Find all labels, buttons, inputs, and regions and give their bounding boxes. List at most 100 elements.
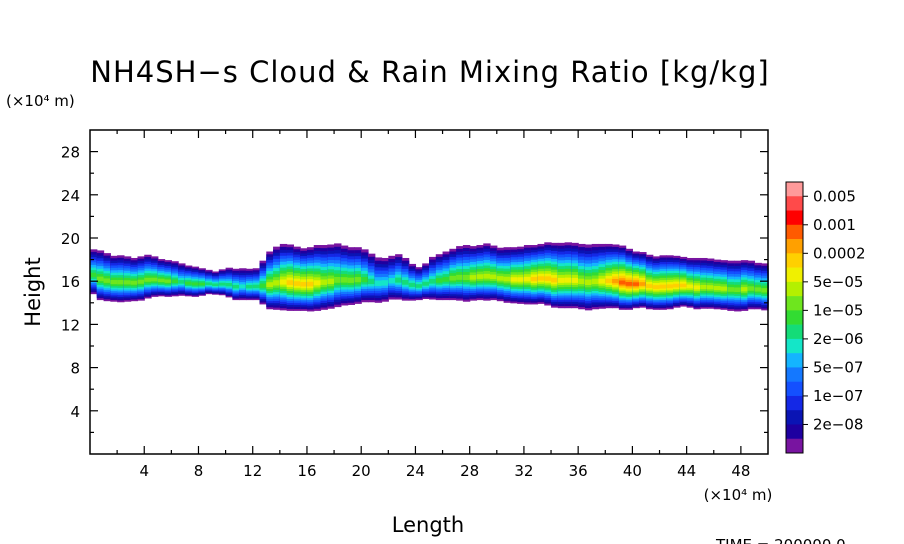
field-cell xyxy=(720,286,728,291)
field-cell xyxy=(639,282,647,286)
colorbar-swatch xyxy=(786,381,803,397)
colorbar-swatch xyxy=(786,196,803,211)
y-tick-label: 4 xyxy=(70,403,80,421)
field-cell xyxy=(544,276,552,281)
colorbar-label: 0.001 xyxy=(813,216,856,234)
field-cell xyxy=(90,272,98,278)
field-cell xyxy=(618,280,627,285)
x-tick-label: 48 xyxy=(731,462,750,480)
field-cell xyxy=(171,279,179,284)
colorbar-swatch xyxy=(786,267,803,283)
mixing-ratio-field xyxy=(90,242,769,312)
colorbar-swatch xyxy=(786,182,803,197)
field-cell xyxy=(374,280,383,287)
field-cell xyxy=(96,276,105,282)
colorbar-label: 5e−05 xyxy=(813,273,863,291)
field-cell xyxy=(490,274,498,280)
field-cell xyxy=(191,282,200,286)
colorbar-swatch xyxy=(786,239,803,254)
colorbar-swatch xyxy=(786,310,803,325)
field-cell xyxy=(605,278,613,284)
field-cell xyxy=(469,275,478,280)
colorbar-label: 1e−07 xyxy=(813,387,863,405)
x-tick-label: 28 xyxy=(460,462,479,480)
y-tick-label: 20 xyxy=(61,230,80,248)
field-cell xyxy=(632,282,640,286)
field-cell xyxy=(652,285,661,289)
colorbar-swatch xyxy=(786,296,803,311)
field-cell xyxy=(727,287,735,292)
colorbar-swatch xyxy=(786,395,803,411)
field-cell xyxy=(184,281,193,285)
field-cell xyxy=(388,278,396,284)
x-tick-label: 44 xyxy=(677,462,696,480)
field-cell xyxy=(218,282,227,286)
field-cell xyxy=(347,277,356,283)
colorbar-frame xyxy=(785,181,804,454)
x-tick-label: 32 xyxy=(514,462,533,480)
field-cell xyxy=(144,277,152,282)
field-cell xyxy=(435,278,444,283)
colorbar: 0.005 0.001 0.0002 5e−05 1e−05 2e−06 5e−07 1e−0… xyxy=(785,181,866,454)
field-cell xyxy=(625,281,633,286)
field-cell xyxy=(273,280,281,286)
colorbar-swatch xyxy=(786,424,803,440)
field-cell xyxy=(571,277,579,283)
field-cell xyxy=(340,277,349,283)
x-tick-label: 20 xyxy=(352,462,371,480)
field-cell xyxy=(415,284,423,288)
field-cell xyxy=(530,277,539,282)
field-cell xyxy=(123,280,132,285)
colorbar-swatch xyxy=(786,224,803,240)
field-cell xyxy=(198,282,206,286)
field-cell xyxy=(367,278,376,285)
field-cell xyxy=(442,276,450,282)
colorbar-label: 0.0002 xyxy=(813,244,866,262)
field-cell xyxy=(164,279,172,283)
colorbar-label: 0.005 xyxy=(813,187,856,205)
field-cell xyxy=(151,277,159,282)
field-cell xyxy=(354,277,362,283)
y-tick-label: 28 xyxy=(61,144,80,162)
field-cell xyxy=(673,283,681,288)
field-cell xyxy=(578,278,586,285)
field-cell xyxy=(456,274,464,280)
field-cell xyxy=(239,284,247,289)
field-cell xyxy=(686,284,695,289)
y-unit-label: (×10⁴ m) xyxy=(6,92,75,110)
field-cell xyxy=(232,284,240,289)
field-cell xyxy=(334,276,342,283)
field-cell xyxy=(551,277,559,283)
colorbar-label: 2e−06 xyxy=(813,330,863,348)
field-cell xyxy=(679,283,688,288)
x-axis-label: Length xyxy=(392,513,464,537)
field-cell xyxy=(259,283,267,288)
field-cell xyxy=(476,274,484,279)
colorbar-swatch xyxy=(786,367,803,382)
y-tick-label: 12 xyxy=(61,316,80,334)
field-cell xyxy=(754,287,762,292)
x-tick-label: 8 xyxy=(194,462,204,480)
colorbar-swatch xyxy=(786,210,803,226)
colorbar-swatch xyxy=(786,281,803,297)
x-tick-label: 16 xyxy=(297,462,316,480)
field-cell xyxy=(645,284,654,289)
field-cell xyxy=(761,288,769,293)
x-unit-label: (×10⁴ m) xyxy=(704,486,773,504)
field-cell xyxy=(401,279,410,285)
field-cell xyxy=(327,278,335,284)
field-cell xyxy=(612,278,620,284)
field-cell xyxy=(300,281,308,287)
field-cell xyxy=(212,283,220,287)
field-cell xyxy=(713,286,722,291)
field-cell xyxy=(286,280,294,285)
field-cell xyxy=(361,276,369,283)
colorbar-label: 5e−07 xyxy=(813,358,863,376)
field-cell xyxy=(279,279,288,285)
field-cell xyxy=(747,286,756,291)
colorbar-swatch xyxy=(786,353,803,368)
field-cell xyxy=(462,274,471,281)
colorbar-label: 1e−05 xyxy=(813,301,863,319)
colorbar-label: 2e−08 xyxy=(813,415,863,433)
x-tick-label: 12 xyxy=(243,462,262,480)
